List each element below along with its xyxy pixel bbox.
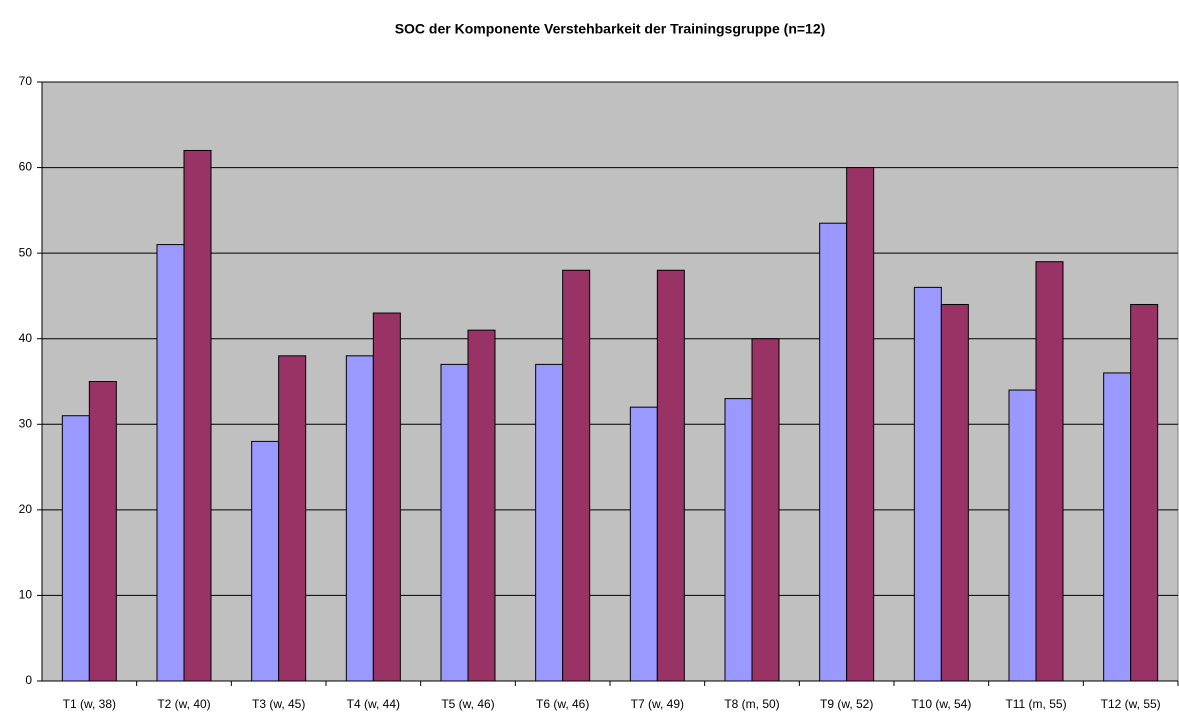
x-tick-label: T4 (w, 44) xyxy=(347,697,400,711)
bar xyxy=(467,329,496,682)
bar xyxy=(1130,303,1159,682)
bar xyxy=(372,312,401,682)
bar xyxy=(629,406,658,682)
y-tick-label: 60 xyxy=(19,160,33,174)
x-tick-label: T8 (m, 50) xyxy=(724,697,779,711)
y-tick-label: 10 xyxy=(19,588,33,602)
bar xyxy=(562,269,591,682)
bar xyxy=(156,244,185,682)
y-tick-label: 30 xyxy=(19,416,33,430)
bar xyxy=(1103,372,1132,682)
bar xyxy=(1008,389,1037,682)
bar xyxy=(846,167,875,682)
bar xyxy=(183,149,212,682)
x-tick-label: T9 (w, 52) xyxy=(820,697,873,711)
bar xyxy=(724,398,753,682)
bar xyxy=(251,440,280,682)
x-tick-label: T5 (w, 46) xyxy=(441,697,494,711)
bar xyxy=(913,286,942,682)
bar xyxy=(535,363,564,682)
y-tick-label: 50 xyxy=(19,245,33,259)
y-tick-label: 70 xyxy=(19,74,33,88)
bar xyxy=(1035,261,1064,682)
bar xyxy=(819,222,848,682)
x-tick-label: T3 (w, 45) xyxy=(252,697,305,711)
x-tick-label: T10 (w, 54) xyxy=(911,697,971,711)
x-tick-label: T2 (w, 40) xyxy=(157,697,210,711)
x-tick-label: T1 (w, 38) xyxy=(63,697,116,711)
bar xyxy=(61,415,90,682)
y-tick-label: 0 xyxy=(25,673,32,687)
bar xyxy=(751,338,780,682)
chart-title: SOC der Komponente Verstehbarkeit der Tr… xyxy=(395,21,826,37)
x-tick-label: T12 (w, 55) xyxy=(1101,697,1161,711)
bar xyxy=(345,355,374,682)
bar xyxy=(656,269,685,682)
x-tick-label: T6 (w, 46) xyxy=(536,697,589,711)
bar xyxy=(278,355,307,682)
y-tick-label: 20 xyxy=(19,502,33,516)
bar xyxy=(440,363,469,682)
x-tick-label: T11 (m, 55) xyxy=(1005,697,1066,711)
bar xyxy=(88,381,117,682)
x-tick-label: T7 (w, 49) xyxy=(631,697,684,711)
bar xyxy=(940,303,969,682)
y-tick-label: 40 xyxy=(19,331,33,345)
plot-area xyxy=(41,81,1179,682)
